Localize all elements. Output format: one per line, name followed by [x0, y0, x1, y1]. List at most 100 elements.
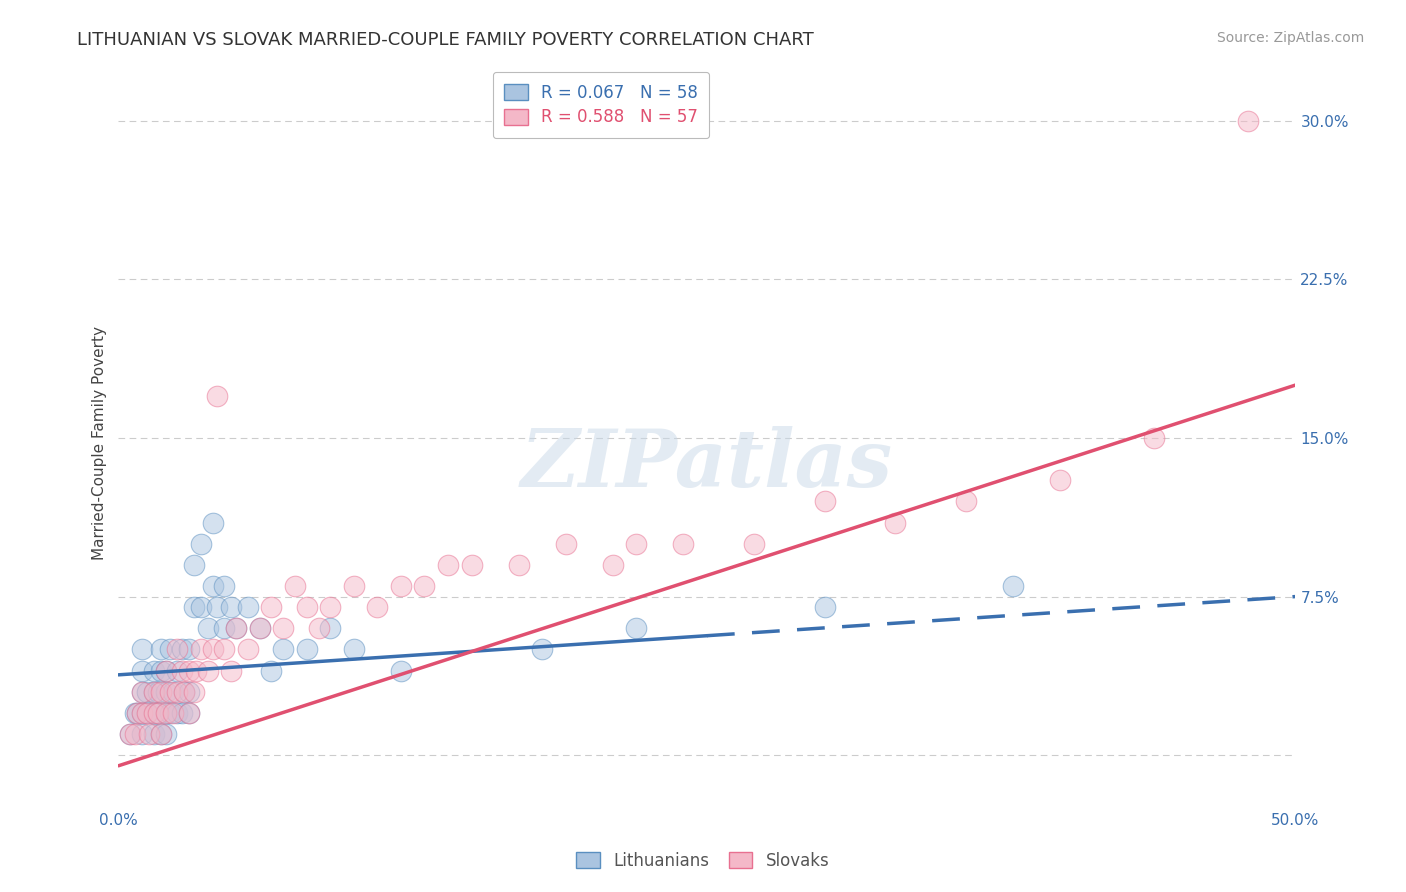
Point: [884, 516, 907, 530]
Point: [177, 664, 200, 678]
Point: [1049, 473, 1071, 487]
Point: [149, 727, 172, 741]
Point: [1001, 579, 1024, 593]
Point: [138, 727, 160, 741]
Point: [260, 600, 283, 615]
Point: [149, 685, 172, 699]
Point: [159, 685, 181, 699]
Point: [389, 579, 412, 593]
Text: ZIPatlas: ZIPatlas: [520, 426, 893, 504]
Point: [602, 558, 624, 572]
Point: [184, 664, 207, 678]
Point: [170, 642, 193, 657]
Point: [155, 664, 177, 678]
Point: [201, 642, 224, 657]
Point: [214, 621, 236, 635]
Point: [170, 706, 193, 720]
Point: [177, 685, 200, 699]
Point: [166, 642, 188, 657]
Point: [225, 621, 247, 635]
Point: [159, 642, 181, 657]
Point: [173, 685, 195, 699]
Point: [131, 706, 153, 720]
Point: [413, 579, 436, 593]
Point: [155, 706, 177, 720]
Point: [271, 642, 294, 657]
Point: [742, 537, 765, 551]
Point: [149, 727, 172, 741]
Point: [221, 600, 243, 615]
Point: [155, 664, 177, 678]
Point: [1237, 113, 1260, 128]
Point: [148, 706, 170, 720]
Point: [149, 664, 172, 678]
Point: [214, 579, 236, 593]
Point: [177, 706, 200, 720]
Point: [190, 642, 212, 657]
Point: [177, 642, 200, 657]
Point: [142, 706, 165, 720]
Point: [319, 600, 342, 615]
Legend: R = 0.067   N = 58, R = 0.588   N = 57: R = 0.067 N = 58, R = 0.588 N = 57: [492, 72, 710, 138]
Text: Source: ZipAtlas.com: Source: ZipAtlas.com: [1216, 31, 1364, 45]
Point: [131, 664, 153, 678]
Point: [343, 579, 366, 593]
Point: [626, 537, 648, 551]
Point: [131, 642, 153, 657]
Point: [131, 685, 153, 699]
Point: [814, 494, 837, 508]
Point: [271, 621, 294, 635]
Point: [148, 685, 170, 699]
Point: [131, 685, 153, 699]
Point: [148, 706, 170, 720]
Point: [260, 664, 283, 678]
Point: [124, 706, 146, 720]
Point: [672, 537, 695, 551]
Point: [197, 621, 219, 635]
Point: [214, 642, 236, 657]
Point: [207, 389, 229, 403]
Point: [508, 558, 530, 572]
Point: [1143, 431, 1166, 445]
Point: [162, 685, 184, 699]
Point: [295, 642, 318, 657]
Point: [142, 727, 165, 741]
Point: [155, 727, 177, 741]
Point: [159, 706, 181, 720]
Point: [366, 600, 388, 615]
Point: [295, 600, 318, 615]
Point: [389, 664, 412, 678]
Point: [131, 706, 153, 720]
Point: [124, 727, 146, 741]
Point: [236, 642, 259, 657]
Point: [221, 664, 243, 678]
Point: [308, 621, 330, 635]
Point: [955, 494, 977, 508]
Point: [201, 516, 224, 530]
Point: [127, 706, 149, 720]
Legend: Lithuanians, Slovaks: Lithuanians, Slovaks: [569, 846, 837, 877]
Point: [190, 537, 212, 551]
Point: [155, 685, 177, 699]
Point: [142, 685, 165, 699]
Point: [319, 621, 342, 635]
Point: [166, 706, 188, 720]
Point: [201, 579, 224, 593]
Point: [249, 621, 271, 635]
Point: [343, 642, 366, 657]
Point: [135, 706, 157, 720]
Point: [135, 685, 157, 699]
Point: [284, 579, 307, 593]
Y-axis label: Married-Couple Family Poverty: Married-Couple Family Poverty: [93, 326, 107, 560]
Point: [170, 664, 193, 678]
Point: [197, 664, 219, 678]
Point: [460, 558, 482, 572]
Point: [120, 727, 142, 741]
Point: [120, 727, 142, 741]
Point: [249, 621, 271, 635]
Point: [155, 706, 177, 720]
Point: [437, 558, 460, 572]
Point: [142, 685, 165, 699]
Point: [135, 706, 157, 720]
Point: [166, 685, 188, 699]
